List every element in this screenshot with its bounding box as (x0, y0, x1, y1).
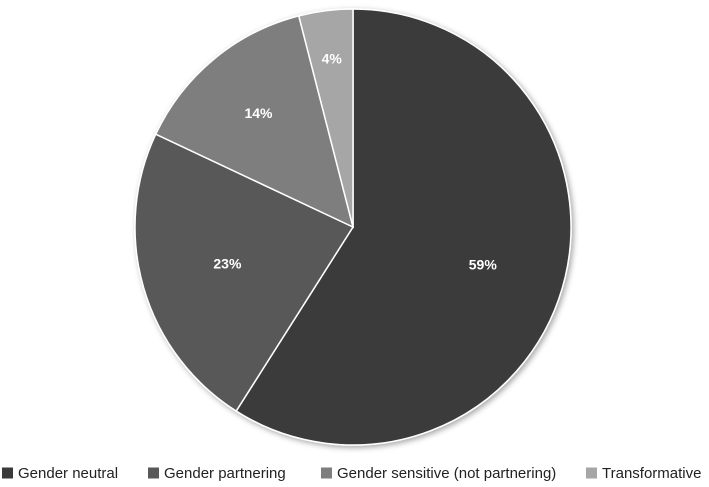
legend: Gender neutral Gender partnering Gender se… (2, 465, 701, 482)
legend-item-gender-partnering: Gender partnering (148, 465, 286, 482)
legend-label-gender-sensitive-not-partnering: Gender sensitive (not partnering) (337, 465, 556, 482)
legend-swatch-gender-sensitive-not-partnering (321, 467, 332, 479)
pie-slice-labels: 59% 23% 14% 4% (213, 50, 497, 272)
pie-slice-gender-sensitive-not-partnering (154, 14, 355, 229)
legend-label-gender-partnering: Gender partnering (164, 465, 286, 482)
pie-slices (134, 8, 572, 446)
legend-swatch-gender-partnering (148, 467, 159, 479)
pie-slice-gender-neutral (235, 8, 572, 446)
data-label-transformative: 4% (322, 50, 343, 66)
legend-swatch-gender-neutral (2, 467, 13, 479)
data-label-gender-neutral: 59% (469, 257, 498, 273)
legend-item-gender-neutral: Gender neutral (2, 465, 118, 482)
data-label-gender-sensitive-not-partnering: 14% (244, 105, 273, 121)
legend-item-transformative: Transformative (586, 465, 701, 482)
pie-slice-transformative (297, 8, 354, 228)
legend-swatch-transformative (586, 467, 597, 479)
legend-item-gender-sensitive-not-partnering: Gender sensitive (not partnering) (321, 465, 556, 482)
legend-label-gender-neutral: Gender neutral (18, 465, 118, 482)
pie-slice-gender-partnering (134, 133, 355, 413)
legend-label-transformative: Transformative (602, 465, 701, 482)
data-label-gender-partnering: 23% (213, 255, 242, 271)
